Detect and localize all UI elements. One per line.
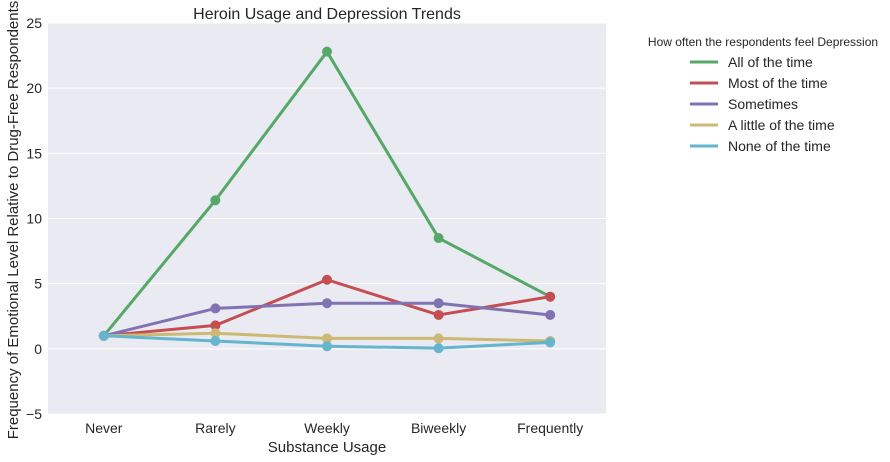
data-point [545, 337, 556, 348]
data-point [322, 341, 332, 352]
y-tick-label: −5 [26, 406, 42, 422]
legend-label: Sometimes [728, 96, 798, 112]
data-point [433, 309, 444, 320]
data-point [322, 274, 332, 285]
legend-label: A little of the time [728, 117, 835, 133]
series-4 [98, 330, 556, 354]
legend-label: Most of the time [728, 75, 828, 91]
data-point [433, 343, 444, 354]
y-axis-label: Frequency of Emotional Level Relative to… [5, 1, 22, 440]
x-tick-label: Rarely [195, 420, 235, 436]
y-tick-label: 0 [34, 341, 42, 357]
data-point [433, 333, 444, 344]
y-tick-label: 15 [26, 145, 42, 161]
legend-label: None of the time [728, 138, 831, 154]
data-point [210, 336, 221, 347]
data-point [210, 195, 221, 206]
x-tick-label: Never [85, 420, 123, 436]
data-point [322, 46, 332, 57]
x-axis-ticks: Never Rarely Weekly Biweekly Frequently [85, 420, 583, 436]
data-point [545, 291, 556, 302]
data-point [210, 303, 221, 314]
data-point [210, 320, 221, 331]
chart-title: Heroin Usage and Depression Trends [193, 6, 461, 23]
data-point [322, 333, 332, 344]
data-point [433, 298, 444, 309]
x-tick-label: Frequently [517, 420, 583, 436]
data-point [98, 330, 109, 341]
legend-label: All of the time [728, 54, 813, 70]
data-point [210, 328, 221, 339]
legend-title: How often the respondents feel Depressio… [648, 35, 878, 49]
data-point [433, 233, 444, 244]
y-tick-label: 5 [34, 276, 42, 292]
y-tick-label: 20 [26, 80, 42, 96]
x-tick-label: Biweekly [411, 420, 466, 436]
legend-items: All of the time Most of the time Sometimes… [690, 54, 835, 154]
x-tick-label: Weekly [304, 420, 350, 436]
y-tick-label: 25 [26, 15, 42, 31]
y-axis-ticks: −5 0 5 10 15 20 25 [26, 15, 42, 422]
x-axis-label: Substance Usage [268, 439, 386, 456]
data-point [322, 298, 332, 309]
series-layer [98, 46, 556, 354]
data-point [545, 309, 556, 320]
y-tick-label: 10 [26, 211, 42, 227]
legend: How often the respondents feel Depressio… [648, 35, 878, 154]
